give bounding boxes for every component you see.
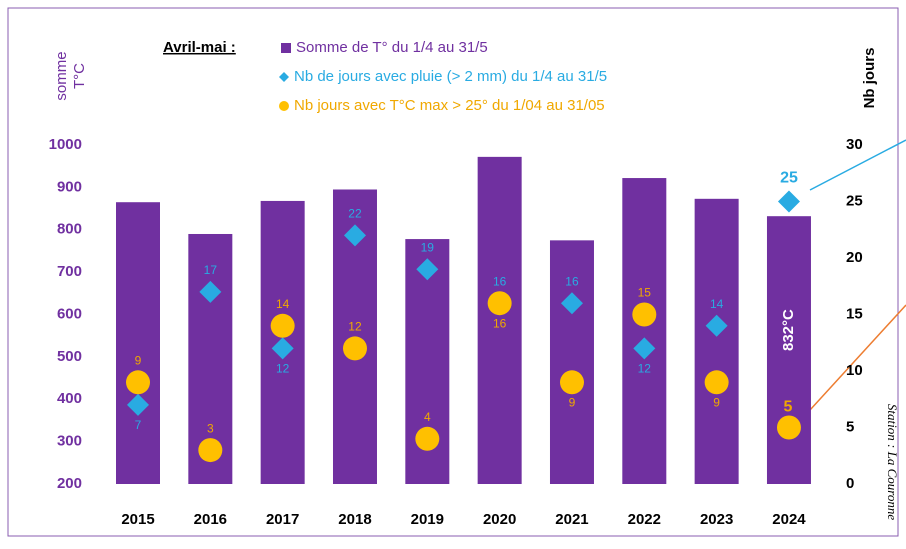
y2-tick-label: 10 — [846, 362, 863, 379]
legend-title: Avril-mai : — [163, 39, 236, 56]
data-label: 12 — [638, 362, 652, 376]
legend-swatch — [279, 101, 289, 111]
marker — [271, 337, 294, 360]
marker — [127, 393, 149, 416]
marker — [632, 302, 657, 327]
y-tick-label: 500 — [57, 348, 82, 365]
data-label: 22 — [348, 207, 362, 221]
data-label: 17 — [204, 263, 218, 277]
marker — [487, 291, 512, 316]
y2-tick-label: 5 — [846, 418, 854, 435]
leader-line — [809, 304, 906, 411]
y2-tick-label: 0 — [846, 475, 854, 492]
x-tick-label: 2023 — [700, 511, 733, 528]
x-tick-label: 2017 — [266, 511, 299, 528]
legend-label: Nb de jours avec pluie (> 2 mm) du 1/4 a… — [294, 68, 607, 85]
data-label: 5 — [784, 399, 793, 416]
x-tick-label: 2024 — [772, 511, 806, 528]
data-label: 16 — [493, 316, 507, 330]
marker — [705, 314, 728, 337]
legend-swatch — [281, 43, 291, 53]
data-label: 16 — [493, 274, 507, 288]
data-label: 9 — [569, 395, 576, 409]
y-tick-label: 200 — [57, 475, 82, 492]
data-label: 25 — [780, 170, 798, 187]
y2-tick-label: 25 — [846, 192, 863, 209]
annotation: Station : La Couronne — [885, 404, 900, 520]
data-label: 19 — [421, 240, 435, 254]
y2-tick-label: 20 — [846, 249, 863, 266]
y-tick-label: 700 — [57, 263, 82, 280]
y2-tick-label: 30 — [846, 136, 863, 153]
marker — [633, 337, 656, 360]
x-tick-label: 2018 — [338, 511, 371, 528]
data-label: 16 — [565, 274, 579, 288]
y-tick-label: 600 — [57, 305, 82, 322]
marker — [777, 190, 800, 213]
bar — [549, 240, 594, 484]
bar — [622, 178, 667, 485]
bar — [694, 198, 739, 484]
y2-axis-label: Nb jours — [861, 48, 878, 109]
leader-line — [809, 139, 906, 191]
data-label: 3 — [207, 421, 214, 435]
marker — [270, 313, 295, 338]
marker — [704, 370, 729, 395]
data-label: 15 — [638, 286, 652, 300]
marker — [776, 415, 801, 440]
marker — [126, 370, 150, 395]
x-tick-label: 2022 — [628, 511, 661, 528]
marker — [343, 224, 366, 247]
data-label: 832°C — [780, 309, 797, 351]
y-tick-label: 400 — [57, 390, 82, 407]
marker — [199, 280, 222, 303]
x-tick-label: 2016 — [194, 511, 227, 528]
y-axis-label: somme — [53, 51, 70, 100]
y-tick-label: 900 — [57, 178, 82, 195]
legend-label: Nb jours avec T°C max > 25° du 1/04 au 3… — [294, 97, 605, 114]
marker — [560, 292, 583, 315]
data-label: 12 — [348, 320, 362, 334]
y-axis-label: T°C — [71, 63, 88, 89]
marker — [198, 438, 223, 463]
frame — [7, 7, 899, 537]
marker — [559, 370, 584, 395]
marker — [416, 258, 439, 281]
y-tick-label: 800 — [57, 221, 82, 238]
data-label: 9 — [713, 395, 720, 409]
data-label: 12 — [276, 362, 290, 376]
marker — [342, 336, 367, 361]
y2-tick-label: 15 — [846, 305, 863, 322]
data-label: 14 — [710, 297, 724, 311]
data-label: 7 — [135, 418, 142, 432]
data-label: 9 — [135, 353, 142, 367]
x-tick-label: 2021 — [555, 511, 588, 528]
bar — [116, 202, 160, 485]
legend-label: Somme de T° du 1/4 au 31/5 — [296, 39, 488, 56]
data-label: 14 — [276, 297, 290, 311]
x-tick-label: 2020 — [483, 511, 516, 528]
y-tick-label: 300 — [57, 433, 82, 450]
bar — [477, 156, 522, 485]
x-tick-label: 2015 — [121, 511, 154, 528]
marker — [415, 426, 440, 451]
y-tick-label: 1000 — [49, 136, 82, 153]
data-label: 4 — [424, 410, 431, 424]
x-tick-label: 2019 — [411, 511, 444, 528]
legend-swatch — [279, 72, 289, 82]
